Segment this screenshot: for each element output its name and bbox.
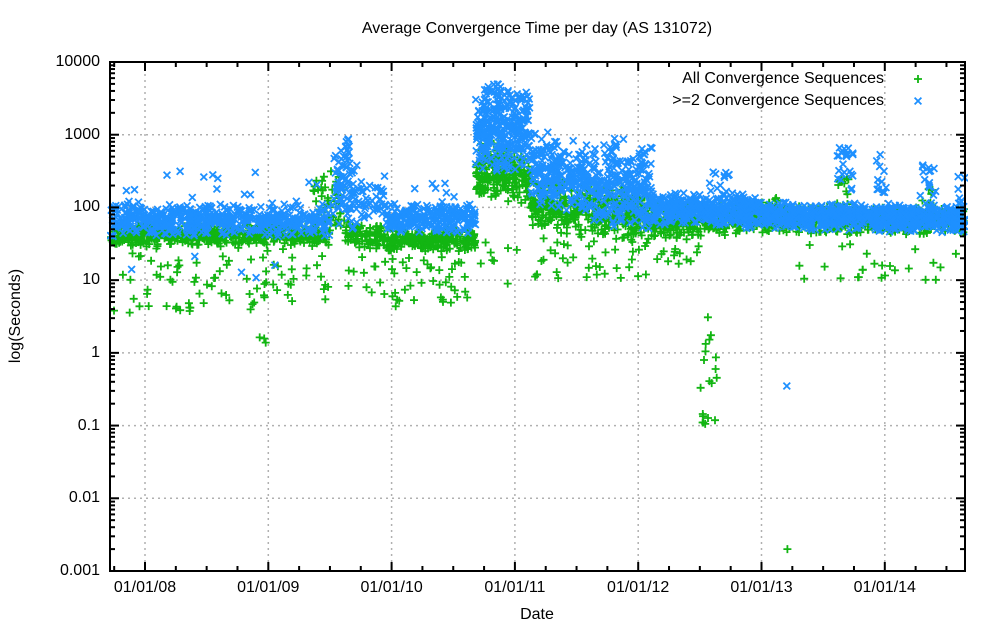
- y-tick-label: 1: [2, 343, 100, 363]
- x-tick-label: 01/01/10: [332, 579, 452, 597]
- y-tick-label: 0.1: [2, 416, 100, 436]
- legend-markers: [913, 74, 923, 106]
- y-tick-label: 0.01: [2, 488, 100, 508]
- legend-item-ge2-sequences: >=2 Convergence Sequences: [400, 91, 884, 111]
- y-tick-label: 10: [2, 270, 100, 290]
- y-tick-label: 100: [2, 197, 100, 217]
- y-tick-label: 10000: [2, 52, 101, 72]
- y-tick-label: 0.001: [2, 561, 100, 581]
- x-tick-label: 01/01/14: [825, 579, 945, 597]
- x-tick-label: 01/01/09: [208, 579, 328, 597]
- chart-title: Average Convergence Time per day (AS 131…: [37, 20, 1000, 38]
- x-tick-label: 01/01/11: [455, 579, 575, 597]
- legend-item-all-sequences: All Convergence Sequences: [400, 69, 884, 89]
- x-tick-label: 01/01/13: [702, 579, 822, 597]
- y-tick-label: 1000: [2, 125, 100, 145]
- x-tick-label: 01/01/08: [85, 579, 205, 597]
- gridlines: [110, 62, 965, 571]
- x-axis-label: Date: [37, 606, 1000, 624]
- y-axis-label: log(Seconds): [6, 216, 26, 416]
- series-ge2-points: [107, 79, 968, 391]
- x-tick-label: 01/01/12: [578, 579, 698, 597]
- axes-and-ticks: [109, 61, 966, 572]
